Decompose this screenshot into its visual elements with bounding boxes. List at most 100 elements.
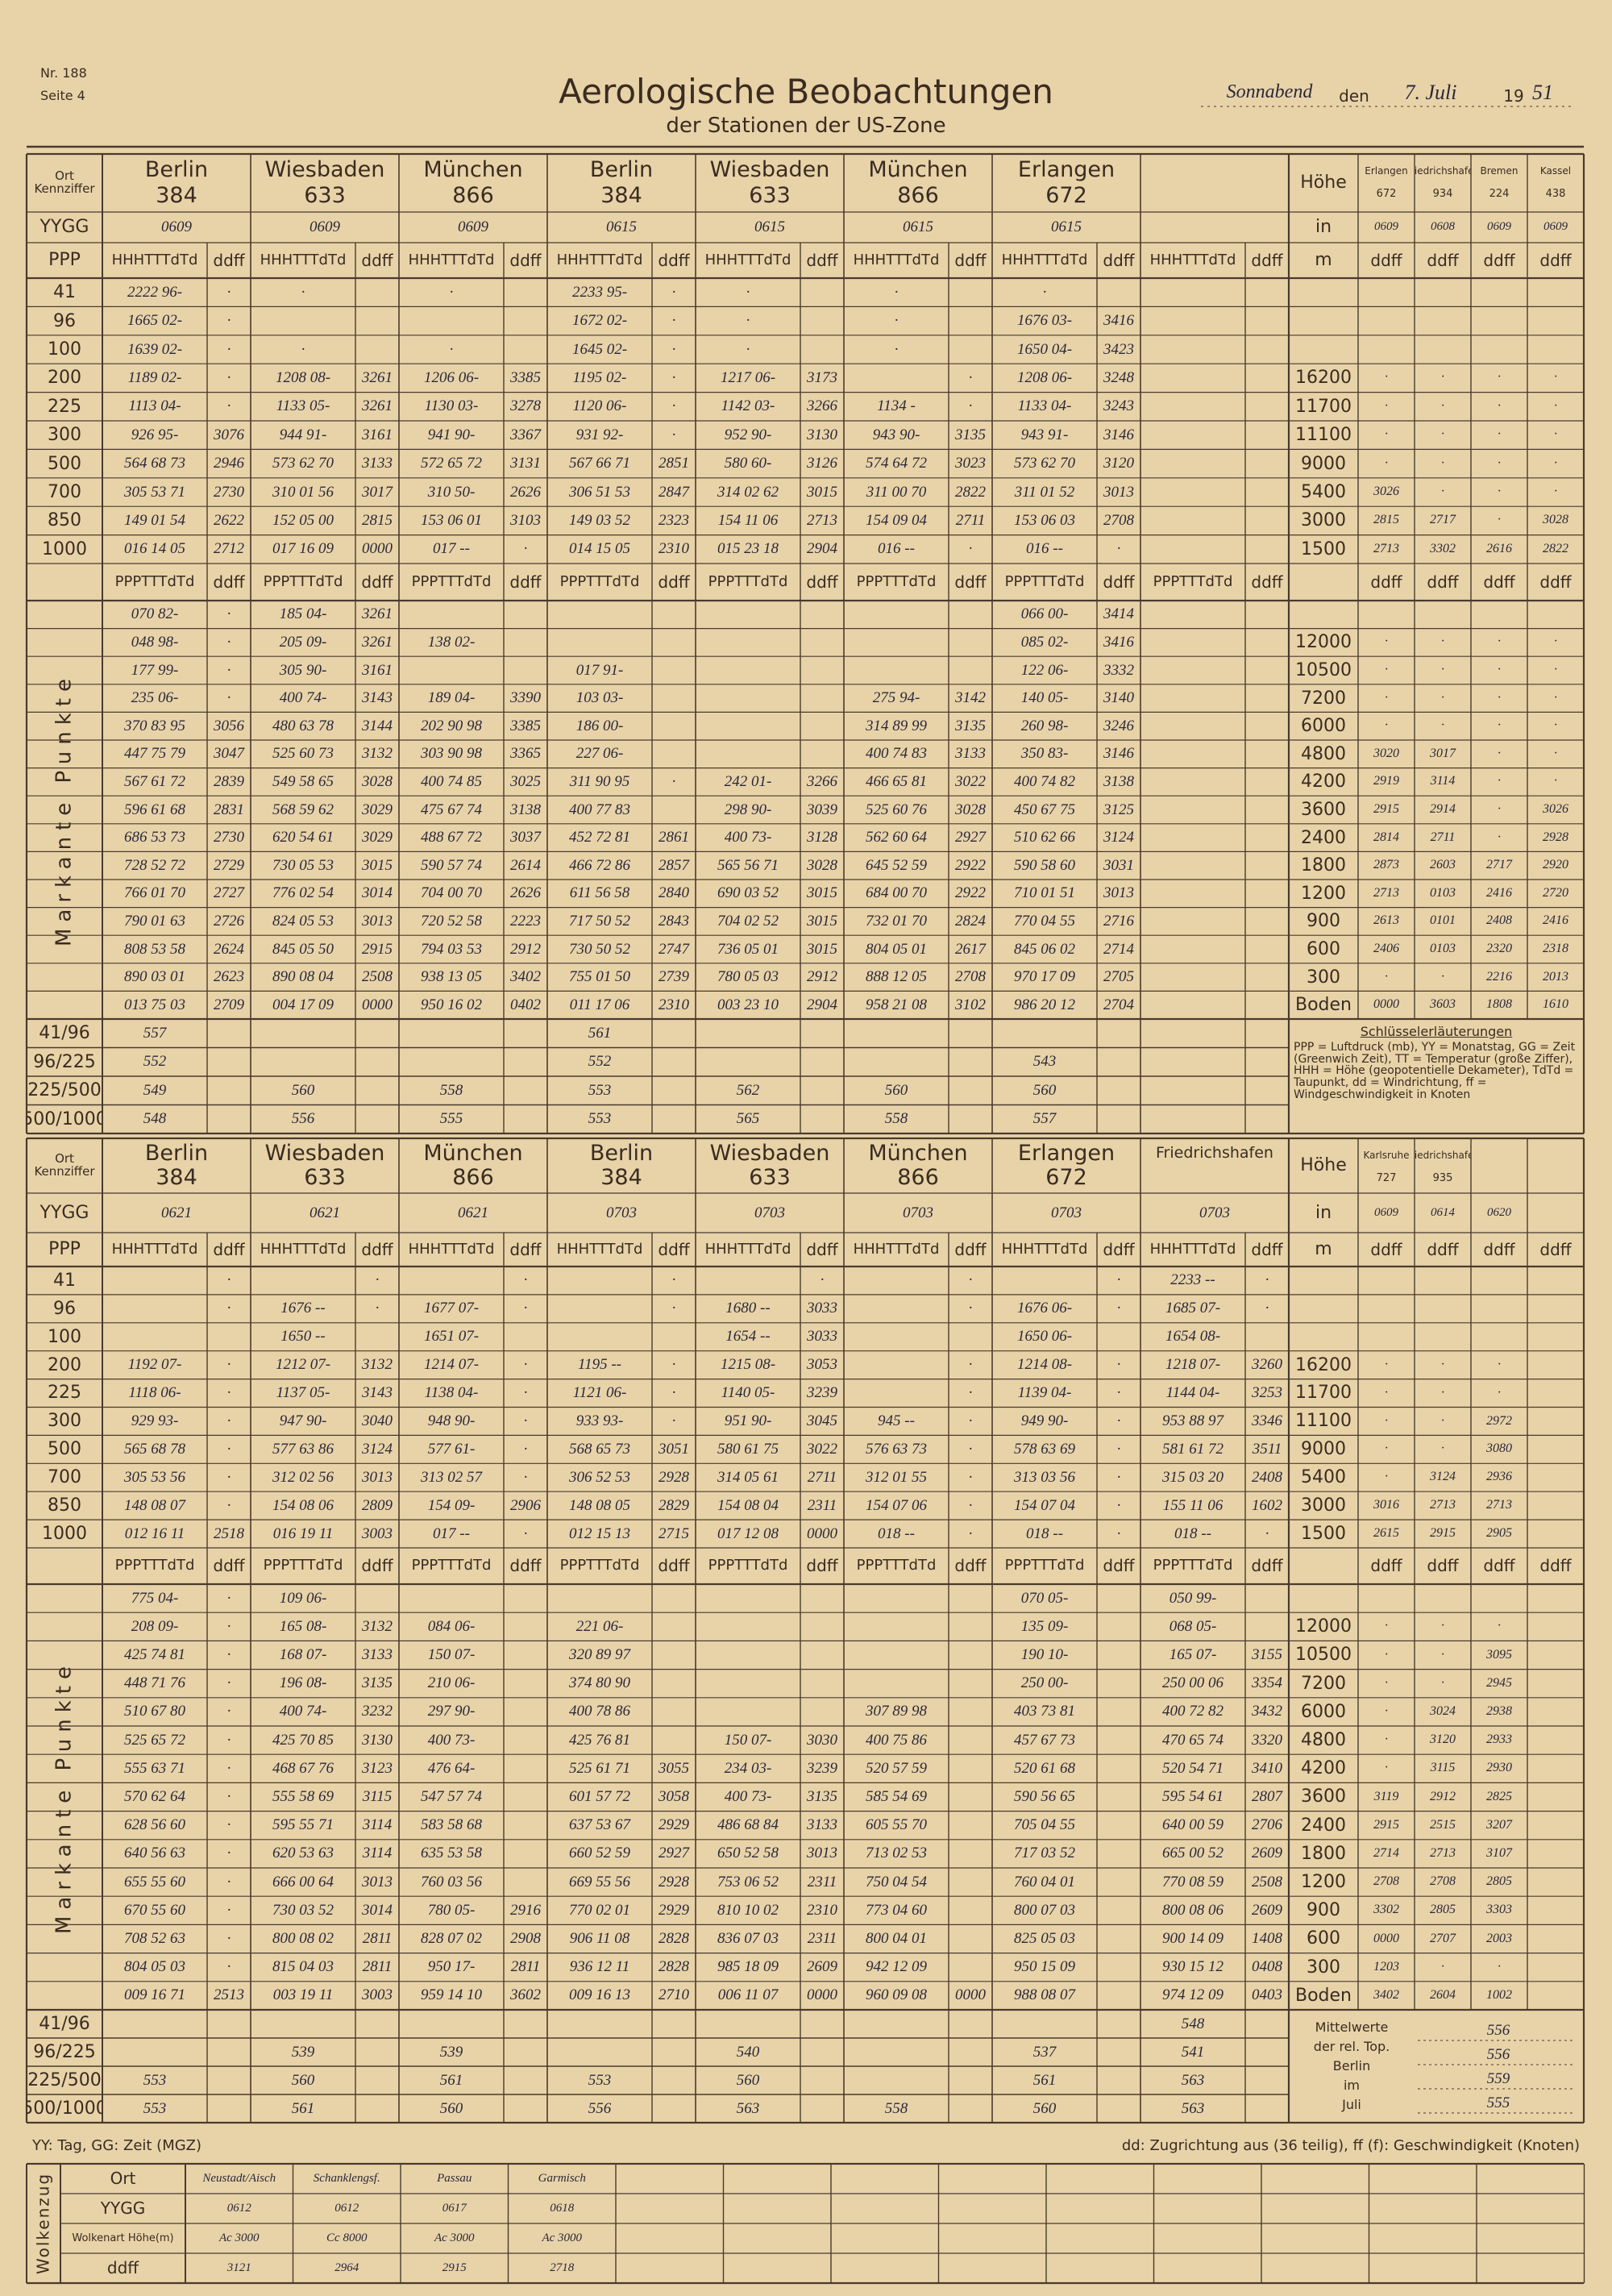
value: 109 06- <box>279 1589 327 1607</box>
value: 580 61 75 <box>717 1440 779 1458</box>
value: 845 06 02 <box>1014 940 1075 958</box>
value: 400 75 86 <box>866 1731 927 1749</box>
value: 950 16 02 <box>421 996 482 1013</box>
value: 311 00 70 <box>866 483 927 501</box>
value: · <box>968 397 973 415</box>
value: 0402 <box>510 996 541 1013</box>
value: · <box>523 540 528 558</box>
value: 770 04 55 <box>1014 912 1075 930</box>
value: 573 62 70 <box>1014 455 1075 472</box>
pressure-level: 1000 <box>42 1523 87 1544</box>
value: 1118 06- <box>128 1384 181 1402</box>
value: 2929 <box>659 1901 689 1919</box>
column-head: ddff <box>1103 572 1135 592</box>
value: · <box>968 1496 973 1514</box>
value: 2814 <box>1373 830 1399 844</box>
value: · <box>1385 427 1388 442</box>
value: 890 03 01 <box>124 968 185 986</box>
layer-label: 500/1000 <box>27 2098 102 2119</box>
value: 3602 <box>510 1986 541 2004</box>
value: 510 67 80 <box>124 1703 185 1720</box>
layer-label: 41/96 <box>39 1023 90 1044</box>
value: 581 61 72 <box>1162 1440 1224 1458</box>
value: 3423 <box>1103 340 1134 358</box>
value: 3115 <box>1430 1761 1456 1775</box>
value: 004 17 09 <box>272 996 334 1013</box>
value: 708 52 63 <box>124 1930 185 1948</box>
value: 122 06- <box>1020 661 1069 679</box>
value: 790 01 63 <box>124 912 185 930</box>
value: 3302 <box>1373 1903 1399 1917</box>
subtitle: der Stationen der US-Zone <box>666 114 946 139</box>
value: 2710 <box>659 1986 689 2004</box>
value: 2847 <box>659 483 689 501</box>
column-head: PPPTTTdTd <box>708 572 788 590</box>
value: 3124 <box>362 1440 393 1458</box>
value: 155 11 06 <box>1162 1496 1224 1514</box>
value: 2013 <box>1543 969 1568 984</box>
value: 1676 06- <box>1016 1300 1073 1317</box>
value: 3031 <box>1103 856 1134 874</box>
value: 2323 <box>659 511 689 529</box>
column-head: ddff <box>954 1239 987 1259</box>
value: 2708 <box>955 968 986 986</box>
value: 018 -- <box>878 1524 915 1542</box>
value: 3390 <box>510 689 541 707</box>
value: · <box>226 1589 231 1607</box>
value: 590 58 60 <box>1014 856 1075 874</box>
value: 690 03 52 <box>717 884 779 902</box>
value: · <box>1498 1959 1501 1974</box>
value: 425 70 85 <box>272 1731 334 1749</box>
value: 800 08 06 <box>1162 1901 1224 1919</box>
value: 448 71 76 <box>124 1674 185 1692</box>
value: 2815 <box>362 511 393 529</box>
cloud-yygg: 0612 <box>334 2201 359 2215</box>
column-head: ddff <box>1370 250 1402 270</box>
value: · <box>671 397 676 415</box>
column-head: HHHTTTdTd <box>408 251 495 268</box>
pressure-level: 225 <box>48 1383 81 1404</box>
value: 3143 <box>362 689 393 707</box>
value: 1208 06- <box>1016 368 1073 386</box>
value: · <box>671 1356 676 1374</box>
value: 2706 <box>1252 1816 1282 1834</box>
value: · <box>968 1356 973 1374</box>
value: 3028 <box>807 856 837 874</box>
value: 3261 <box>362 397 393 415</box>
thickness: 561 <box>1032 2071 1057 2089</box>
thickness: 537 <box>1032 2043 1057 2061</box>
value: 3076 <box>214 426 244 443</box>
value: · <box>1385 663 1388 677</box>
value: 1650 -- <box>280 1328 326 1346</box>
value: 510 62 66 <box>1014 829 1075 846</box>
column-head: ddff <box>213 572 245 592</box>
pressure-level: 96 <box>53 1298 76 1319</box>
value: 985 18 09 <box>717 1958 779 1976</box>
value: 013 75 03 <box>124 996 185 1013</box>
column-head: HHHTTTdTd <box>408 1240 495 1258</box>
value: 3030 <box>807 1731 837 1749</box>
value: 2704 <box>1103 996 1134 1013</box>
value: 190 10- <box>1020 1646 1069 1664</box>
value: 704 00 70 <box>421 884 482 902</box>
height: 11700 <box>1295 1383 1352 1404</box>
value: 3119 <box>1373 1789 1399 1803</box>
column-head: ddff <box>1370 572 1402 592</box>
value: · <box>226 605 231 623</box>
value: 250 00 06 <box>1162 1674 1224 1692</box>
height: 1200 <box>1301 883 1346 904</box>
footer-left: YY: Tag, GG: Zeit (MGZ) <box>32 2136 202 2154</box>
station-name: Erlangen <box>1365 164 1408 177</box>
value: 205 09- <box>279 633 327 651</box>
column-head: ddff <box>954 572 987 592</box>
column-head: ddff <box>1427 1556 1459 1575</box>
value: 2713 <box>1430 1845 1456 1860</box>
value: 3102 <box>955 996 986 1013</box>
thickness: 553 <box>143 2099 167 2117</box>
value: 2873 <box>1373 858 1399 872</box>
value: 730 50 52 <box>569 940 630 958</box>
value: 2416 <box>1543 913 1568 928</box>
cloud-yygg: 0617 <box>442 2201 467 2215</box>
value: · <box>226 1930 231 1948</box>
value: · <box>1265 1300 1269 1317</box>
